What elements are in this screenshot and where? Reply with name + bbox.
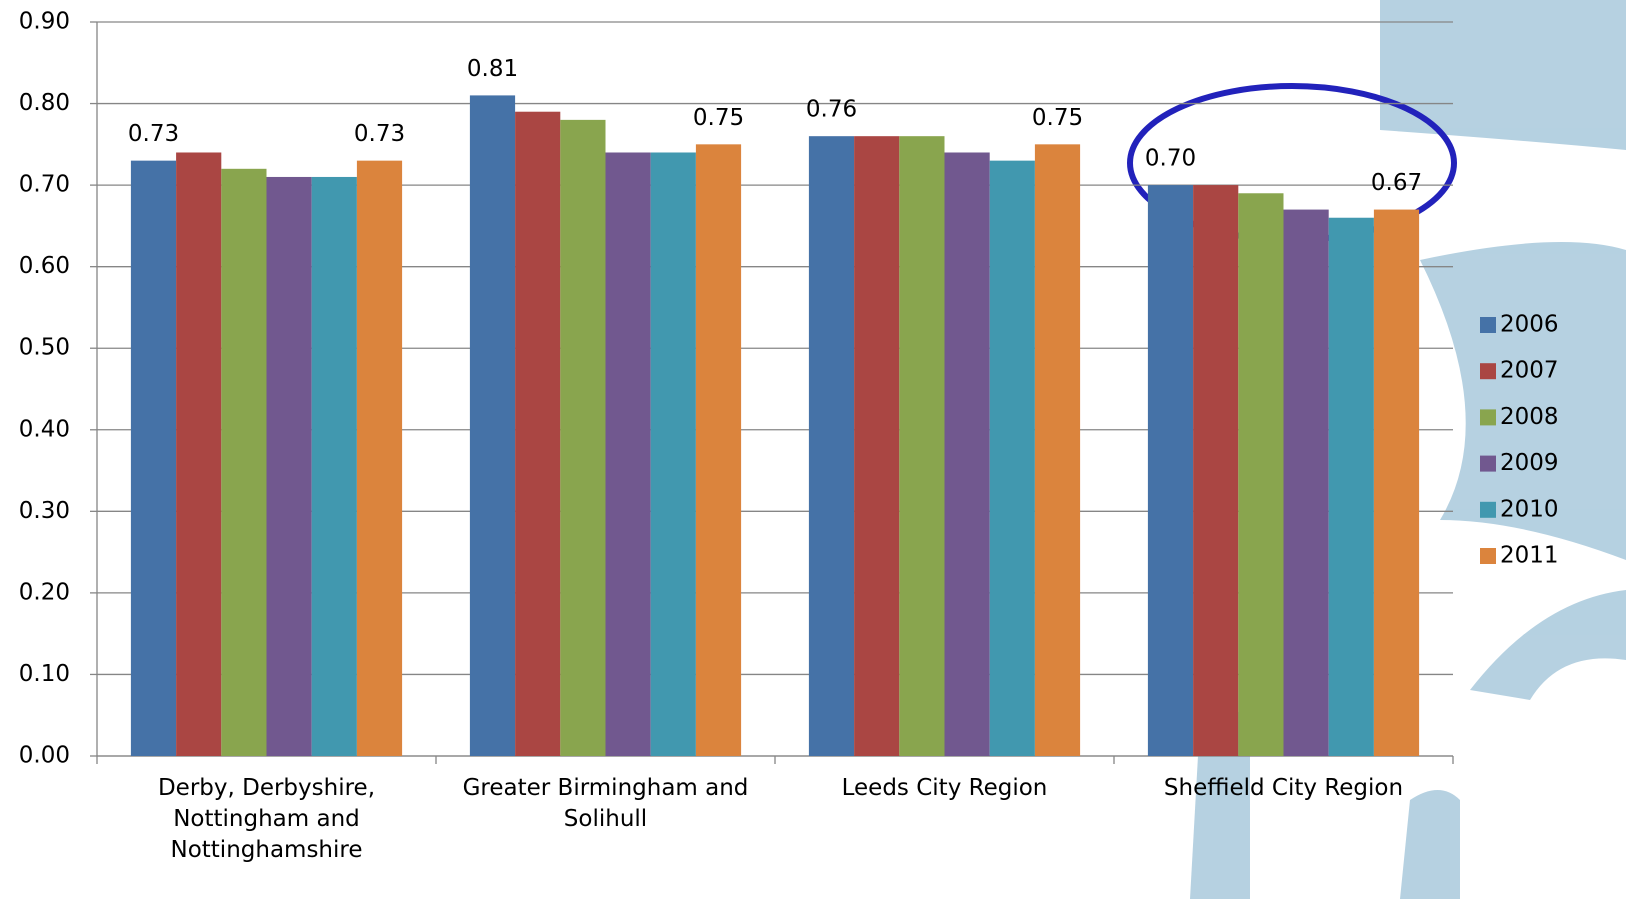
legend-swatch: [1480, 363, 1496, 380]
bar: [989, 160, 1035, 757]
bar: [1238, 193, 1284, 756]
bar: [1328, 217, 1374, 756]
data-label: 0.81: [467, 56, 518, 82]
data-label: 0.73: [354, 121, 405, 147]
bar: [899, 136, 945, 756]
legend-swatch: [1480, 317, 1496, 333]
watermark: [1190, 0, 1626, 899]
bar: [808, 136, 855, 756]
bar: [356, 160, 403, 757]
bar: [130, 160, 177, 757]
legend-label: 2008: [1500, 404, 1559, 430]
y-tick-label: 0.20: [19, 579, 70, 605]
x-tick-label: Greater Birmingham and Solihull: [462, 775, 749, 832]
bar: [650, 152, 696, 756]
bar: [944, 152, 990, 756]
legend-label: 2009: [1500, 450, 1559, 476]
bar: [854, 136, 900, 756]
y-tick-label: 0.50: [19, 335, 70, 361]
legend-label: 2011: [1500, 543, 1559, 569]
data-label: 0.75: [693, 105, 744, 131]
bar: [469, 95, 516, 756]
legend-swatch: [1480, 455, 1496, 472]
legend-swatch: [1480, 548, 1496, 564]
data-label: 0.76: [806, 97, 857, 123]
x-tick-label: Leeds City Region: [841, 775, 1048, 801]
bar: [1373, 209, 1420, 757]
bar: [221, 168, 267, 757]
bar: [176, 152, 222, 756]
y-tick-label: 0.80: [19, 90, 70, 116]
data-label: 0.67: [1371, 170, 1422, 196]
y-tick-label: 0.60: [19, 253, 70, 279]
bar: [515, 111, 561, 756]
y-tick-label: 0.70: [19, 172, 70, 198]
legend-label: 2006: [1500, 312, 1559, 338]
bar: [605, 152, 651, 756]
bar: [1193, 185, 1239, 757]
y-tick-label: 0.00: [19, 743, 70, 769]
legend-swatch: [1480, 501, 1496, 518]
x-tick-label: Sheffield City Region: [1163, 775, 1404, 801]
y-tick-label: 0.30: [19, 498, 70, 524]
legend-swatch: [1480, 409, 1496, 426]
legend-label: 2010: [1500, 496, 1559, 522]
legend-label: 2007: [1500, 358, 1559, 384]
bar: [560, 119, 606, 756]
x-tick-label: Derby, Derbyshire, Nottingham and Nottin…: [157, 775, 376, 863]
y-tick-label: 0.10: [19, 661, 70, 687]
bar: [1147, 185, 1194, 757]
bar: [695, 144, 742, 757]
bar: [1034, 144, 1081, 757]
data-label: 0.70: [1145, 146, 1196, 172]
data-label: 0.75: [1032, 105, 1083, 131]
bar: [266, 176, 312, 756]
data-label: 0.73: [128, 121, 179, 147]
bar: [311, 176, 357, 756]
y-tick-label: 0.90: [19, 9, 70, 35]
y-tick-label: 0.40: [19, 416, 70, 442]
bar: [1283, 209, 1329, 757]
